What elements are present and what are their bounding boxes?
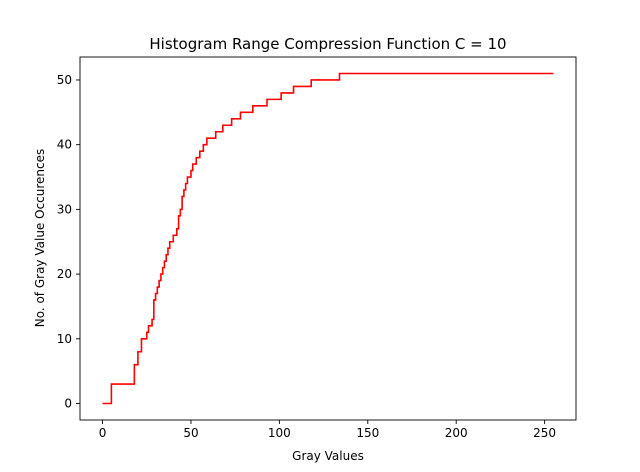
y-tick-label-10: 10 [57,332,72,346]
x-tick-label-0: 0 [99,426,107,440]
y-tick-label-40: 40 [57,138,72,152]
y-tick-label-30: 30 [57,202,72,216]
chart-title: Histogram Range Compression Function C =… [149,35,506,53]
plot-area: 0 50 100 150 200 250 0 10 20 30 40 50 [57,56,577,440]
y-tick-label-0: 0 [64,397,72,411]
x-tick-label-100: 100 [268,426,291,440]
axes-frame [79,56,577,421]
series-line-0 [102,72,554,405]
x-tick-label-50: 50 [183,426,198,440]
y-tick-label-20: 20 [57,267,72,281]
x-tick-label-150: 150 [356,426,379,440]
x-axis-label: Gray Values [292,449,364,463]
x-tick-label-250: 250 [533,426,556,440]
x-tick-label-200: 200 [445,426,468,440]
y-tick-label-50: 50 [57,73,72,87]
y-axis-label: No. of Gray Value Occurences [33,149,47,328]
